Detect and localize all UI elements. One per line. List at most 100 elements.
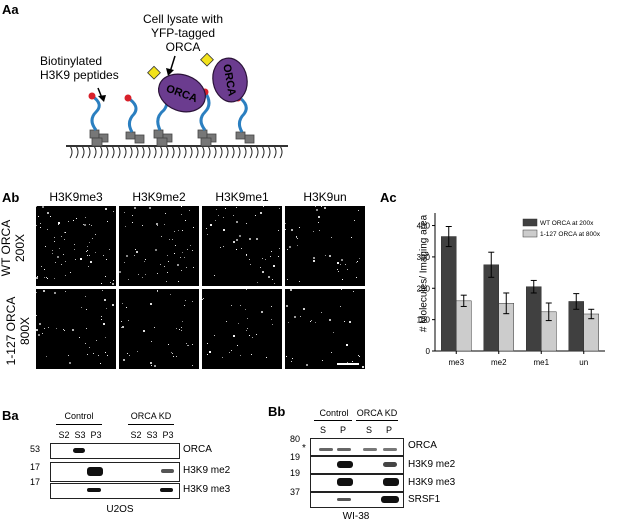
streptavidin-blocks (89, 129, 255, 147)
speckle (184, 305, 185, 306)
bar (526, 286, 542, 352)
speckle (155, 249, 157, 251)
speckle (101, 319, 102, 320)
speckle (92, 238, 93, 239)
speckle (109, 249, 110, 250)
speckle (359, 356, 360, 357)
speckle (61, 236, 62, 237)
speckle (176, 328, 177, 329)
speckle (215, 220, 216, 221)
row-label-mutant-line2: 800X (18, 316, 32, 346)
speckle (181, 270, 182, 271)
surface-brush (69, 145, 283, 159)
speckle (300, 316, 301, 317)
speckle (171, 352, 172, 353)
panel-ab-label: Ab (2, 190, 20, 205)
panel-aa-label: Aa (2, 2, 19, 17)
speckle (268, 276, 270, 278)
x-tick-label: me1 (533, 358, 549, 367)
speckle (299, 227, 300, 228)
speckle (44, 269, 45, 270)
speckle (249, 335, 250, 336)
speckle (289, 246, 291, 248)
micrograph-wt-me2 (119, 206, 199, 286)
speckle (296, 237, 297, 238)
peptide-label: Biotinylated H3K9 peptides (40, 54, 119, 82)
speckle (50, 216, 51, 217)
speckle (58, 222, 60, 224)
speckle (186, 267, 187, 268)
speckle (174, 253, 175, 254)
speckle (36, 315, 37, 316)
speckle (46, 277, 47, 278)
ba-blot-orca (50, 443, 180, 459)
speckle (187, 345, 188, 346)
speckle (84, 224, 86, 226)
speckle (313, 260, 315, 262)
speckle (175, 245, 176, 246)
ba-lane-6: P3 (162, 430, 174, 440)
ba-lane-2: S3 (74, 430, 86, 440)
y-tick-label: 200 (417, 284, 431, 293)
speckle (124, 212, 125, 213)
band (319, 448, 333, 451)
speckle (157, 225, 158, 226)
bb-group-control: Control (319, 408, 349, 418)
speckle (166, 281, 167, 282)
speckle (351, 237, 352, 238)
speckle (279, 208, 280, 209)
speckle (273, 265, 275, 267)
speckle (156, 223, 158, 225)
speckle (64, 232, 65, 233)
speckle (223, 246, 224, 247)
speckle (112, 283, 114, 285)
speckle (164, 266, 165, 267)
speckle (297, 238, 298, 239)
bb-protein-3: H3K9 me3 (408, 477, 456, 488)
speckle (86, 251, 87, 252)
speckle (188, 345, 189, 346)
bar (456, 300, 472, 352)
speckle (173, 356, 174, 357)
speckle (356, 277, 357, 278)
speckle (149, 207, 151, 209)
speckle (260, 267, 261, 268)
speckle (46, 356, 47, 357)
speckle (142, 225, 143, 226)
speckle (85, 296, 86, 297)
speckle (256, 334, 257, 335)
panel-ba-label: Ba (2, 408, 19, 423)
speckle (207, 234, 208, 235)
speckle (157, 291, 158, 292)
speckle (103, 255, 104, 256)
speckle (121, 327, 122, 328)
speckle (247, 328, 248, 329)
speckle (207, 354, 208, 355)
bb-blot-me2 (310, 456, 404, 474)
speckle (338, 271, 339, 272)
speckle (286, 356, 287, 357)
speckle (68, 221, 69, 222)
speckle (151, 341, 152, 342)
bb-lane-2: P (339, 425, 346, 435)
speckle (91, 225, 92, 226)
speckle (223, 229, 225, 231)
bb-protein-4: SRSF1 (408, 494, 441, 505)
speckle (310, 321, 311, 322)
row-label-wt-line1: WT ORCA (0, 219, 13, 277)
speckle (167, 255, 168, 256)
speckle (47, 278, 48, 279)
speckle (100, 363, 101, 364)
speckle (134, 255, 135, 256)
speckle (40, 227, 41, 228)
speckle (145, 259, 146, 260)
speckle (233, 215, 234, 216)
speckle (142, 277, 143, 278)
speckle (178, 230, 179, 231)
speckle (316, 209, 318, 211)
speckle (174, 231, 175, 232)
bb-blot-orca (310, 438, 404, 456)
speckle (346, 344, 348, 346)
speckle (107, 221, 108, 222)
speckle (184, 257, 185, 258)
